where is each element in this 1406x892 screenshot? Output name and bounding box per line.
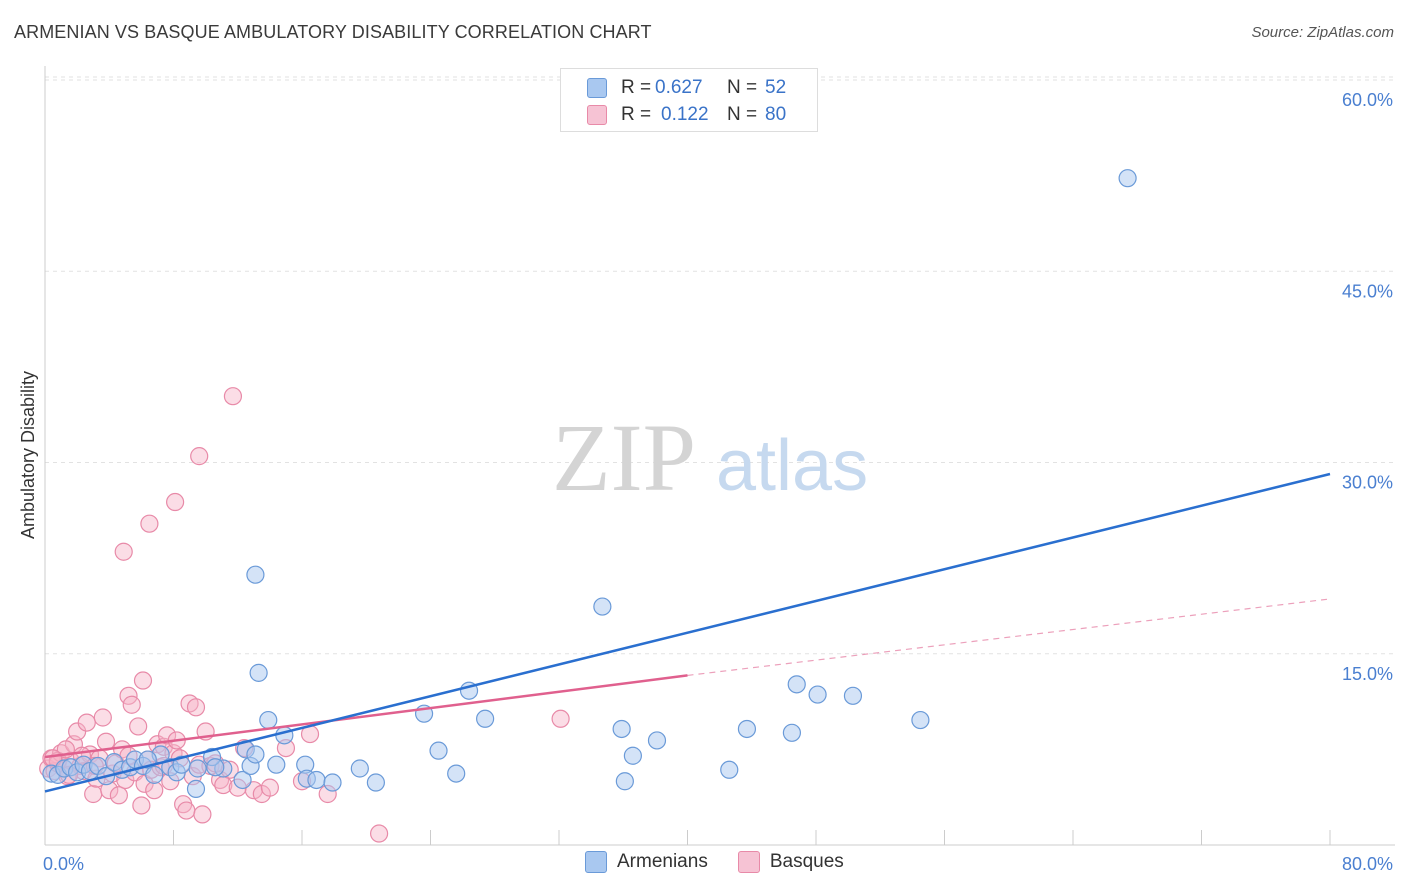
basque-point (223, 387, 243, 406)
armenian-point (206, 758, 225, 777)
basque-point (77, 713, 96, 732)
source-credit: Source: ZipAtlas.com (1251, 24, 1394, 41)
armenian-point (1118, 169, 1137, 188)
basque-point (129, 717, 148, 736)
watermark-zip: ZIP (552, 404, 696, 511)
basque-point (186, 698, 206, 717)
basque-point (133, 671, 153, 690)
tick-labels: 15.0% 30.0% 45.0% 60.0% 0.0% 80.0% (43, 90, 1393, 874)
legend-n-label: N = (727, 77, 758, 98)
series-legend: Armenians Basques (585, 851, 874, 873)
correlation-legend: R = 0.627 N = 52 R = 0.122 N = 80 (560, 68, 818, 132)
armenian-point (246, 745, 265, 764)
basque-point (145, 781, 164, 800)
basque-point (193, 805, 212, 824)
armenians-swatch (587, 78, 607, 98)
armenian-point (188, 759, 207, 778)
basque-point (122, 695, 141, 714)
legend-r-value: 0.627 (655, 77, 703, 98)
grid-layer (45, 76, 1395, 655)
basque-point (132, 796, 151, 815)
basque-point (370, 824, 389, 843)
x-tick-label: 0.0% (43, 854, 84, 874)
armenian-point (350, 759, 369, 778)
watermark-atlas: atlas (716, 426, 868, 506)
basque-point (166, 492, 185, 512)
armenian-point (447, 764, 466, 783)
armenian-point (647, 731, 667, 750)
y-tick-label: 15.0% (1342, 664, 1393, 684)
basque-point (109, 786, 128, 805)
armenian-point (259, 710, 278, 730)
armenian-point (615, 772, 634, 791)
basques-trend-line (44, 674, 688, 759)
legend-r-label: R = (621, 77, 652, 98)
armenian-point (782, 723, 802, 742)
y-tick-label: 30.0% (1342, 473, 1393, 493)
basque-point (84, 784, 103, 804)
x-tick-label: 80.0% (1342, 854, 1393, 874)
basque-point (114, 542, 133, 561)
basque-point (140, 514, 159, 533)
legend-row-armenians: R = 0.627 N = 52 (587, 75, 786, 101)
y-tick-label: 45.0% (1342, 281, 1393, 301)
armenian-point (720, 760, 739, 779)
basques-legend-swatch (737, 851, 760, 873)
armenian-point (737, 719, 757, 739)
armenian-point (249, 663, 268, 682)
armenian-point (307, 770, 326, 790)
armenian-point (476, 709, 495, 728)
basque-point (190, 447, 209, 466)
basque-point (260, 778, 279, 797)
legend-item-basques[interactable]: Basques (737, 851, 844, 873)
armenians-points (42, 169, 1137, 799)
basque-point (551, 709, 570, 728)
legend-row-basques: R = 0.122 N = 80 (587, 102, 786, 128)
armenian-point (593, 597, 612, 616)
basques-legend-label: Basques (769, 851, 844, 872)
legend-item-armenians[interactable]: Armenians (585, 851, 708, 873)
armenians-legend-label: Armenians (617, 851, 708, 872)
armenian-point (145, 765, 164, 784)
trend-lines (44, 472, 1331, 793)
armenian-point (623, 746, 642, 765)
basques-swatch (587, 105, 607, 125)
legend-n-value: 80 (765, 104, 787, 125)
basques-trend-extension (687, 598, 1331, 677)
armenian-point (787, 675, 806, 694)
armenian-point (366, 773, 385, 792)
legend-n-value: 52 (765, 77, 787, 98)
armenian-point (246, 565, 265, 584)
armenian-point (612, 719, 631, 739)
legend-n-label: N = (727, 104, 758, 125)
legend-r-label: R = (621, 104, 652, 125)
basque-point (157, 726, 177, 745)
basque-point (177, 801, 196, 820)
axes-layer (44, 66, 1395, 846)
armenians-legend-swatch (585, 851, 607, 873)
armenian-point (275, 726, 294, 745)
basque-point (93, 708, 112, 727)
y-axis-title: Ambulatory Disability (18, 371, 38, 539)
armenian-point (267, 755, 286, 774)
armenian-point (808, 685, 827, 704)
armenian-point (323, 773, 342, 792)
armenian-point (911, 710, 930, 730)
chart-title: ARMENIAN VS BASQUE AMBULATORY DISABILITY… (14, 22, 652, 42)
armenian-point (186, 779, 206, 799)
armenian-point (843, 686, 863, 705)
legend-r-value: 0.122 (661, 104, 709, 125)
armenians-trend-line (44, 472, 1331, 793)
armenian-point (429, 741, 448, 760)
y-tick-label: 60.0% (1342, 90, 1393, 110)
armenian-point (233, 770, 252, 790)
watermark: ZIP atlas (552, 404, 868, 511)
